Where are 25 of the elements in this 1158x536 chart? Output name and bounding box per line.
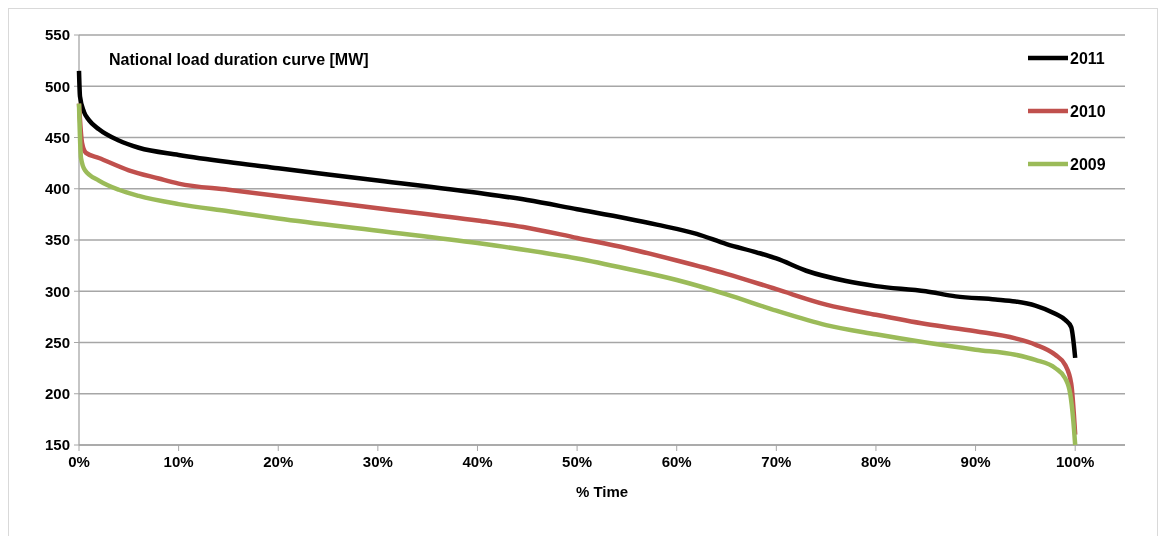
y-tick-label: 550 — [44, 26, 70, 44]
y-tick-label: 450 — [44, 128, 70, 146]
legend-label: 2010 — [1070, 102, 1106, 120]
y-tick-label: 400 — [44, 180, 70, 197]
x-tick-label: 40% — [462, 453, 493, 470]
x-axis-title: % Time — [575, 483, 629, 500]
x-tick-label: 70% — [761, 453, 792, 470]
legend-label: 2009 — [1070, 155, 1106, 173]
legend-label: 2011 — [1070, 49, 1105, 67]
x-tick-label: 100% — [1056, 453, 1095, 470]
y-tick-label: 250 — [44, 333, 70, 351]
x-tick-label: 20% — [263, 453, 294, 470]
x-tick-label: 60% — [661, 453, 692, 470]
x-tick-label: 80% — [860, 453, 891, 470]
x-tick-label: 10% — [163, 453, 194, 470]
x-tick-label: 30% — [362, 453, 393, 470]
x-tick-label: 50% — [562, 453, 593, 470]
y-tick-label: 150 — [44, 436, 70, 454]
y-tick-label: 200 — [44, 385, 70, 402]
text: National load duration curve [MW] — [109, 51, 369, 68]
x-tick-label: 90% — [960, 453, 991, 470]
y-tick-label: 300 — [44, 282, 70, 300]
x-tick-label: 0% — [68, 453, 90, 470]
y-tick-label: 350 — [44, 231, 70, 249]
y-tick-label: 500 — [44, 77, 70, 95]
